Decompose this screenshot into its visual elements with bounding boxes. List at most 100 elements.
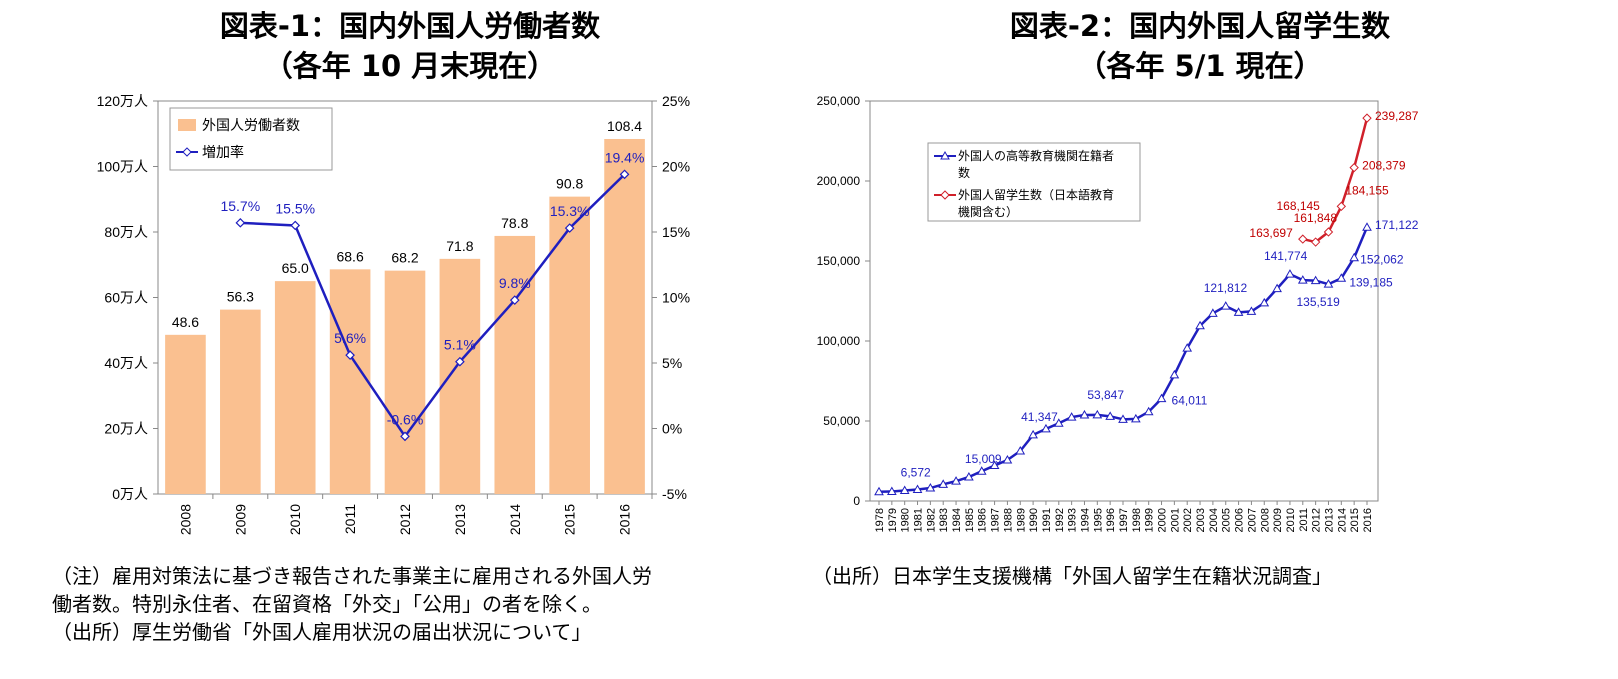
chart2-legend-red-label-1: 外国人留学生数（日本語教育 [958,187,1114,202]
chart2-blue-point [874,486,884,496]
chart2-blue-point [1259,297,1270,307]
chart2-y-tick-label: 50,000 [823,414,860,428]
chart2-blue-point [1092,409,1103,419]
chart2-blue-label: 64,011 [1172,394,1208,408]
chart2-blue-point [886,486,897,496]
chart2-x-tick-label: 1982 [925,508,937,532]
chart2-red-label: 161,848 [1294,211,1338,225]
chart2-blue-point [899,485,910,494]
chart1-rate-point [564,223,575,233]
chart2-blue-label: 152,062 [1360,253,1404,267]
chart1-y2-tick-label: 15% [662,224,690,240]
chart2-blue-point [925,483,936,492]
chart2-blue-point [1028,429,1038,439]
chart2-blue-point [1323,279,1334,288]
chart2-blue-point [964,471,974,481]
chart2-x-tick-label: 1989 [1015,508,1027,532]
chart1-y-tick-label: 60万人 [104,290,148,306]
chart1-bar-label: 68.2 [391,250,418,266]
chart2-blue-point [1182,343,1193,352]
chart2-red-point [1298,234,1308,244]
chart2-x-tick-label: 2000 [1157,508,1169,532]
chart1-x-tick-label: 2008 [177,504,193,535]
chart2-x-tick-label: 2005 [1221,508,1233,532]
chart2-blue-label: 141,774 [1264,249,1308,263]
chart1-note-2: 働者数。特別永住者、在留資格「外交」「公用」の者を除く。 [52,592,602,616]
chart2-y-tick-label: 200,000 [817,174,861,188]
chart2-blue-point [976,466,987,475]
chart2-red-point [1336,201,1347,212]
chart2-blue-label: 139,185 [1349,275,1393,289]
chart1-y2-tick-label: 5% [662,355,682,371]
chart2-red-point [1349,162,1359,173]
chart2-x-tick-label: 1981 [913,508,925,532]
chart2-x-tick-label: 2007 [1246,508,1258,532]
chart2-blue-point [1208,308,1218,317]
chart2-red-label: 168,145 [1276,199,1320,213]
chart1-x-tick-label: 2010 [287,504,303,535]
chart2-blue-point [1130,413,1141,423]
chart2-y-tick-label: 250,000 [817,94,861,108]
chart2-x-tick-label: 1984 [951,508,963,532]
chart2-x-tick-label: 1985 [964,508,976,532]
chart1-rate-label: 5.6% [334,330,366,346]
chart1-legend-bar-label: 外国人労働者数 [202,117,300,133]
chart1-bar [329,269,371,494]
chart1-rate-point [290,220,301,231]
chart2-red-point [1310,237,1321,247]
chart1-x-tick-label: 2009 [232,504,248,535]
chart1-bar-label: 56.3 [227,289,254,305]
chart1-rate-point [235,217,246,228]
chart2-x-tick-label: 1990 [1028,508,1040,532]
chart1-bar-label: 68.6 [336,248,363,264]
chart2-blue-label: 41,347 [1021,410,1058,424]
chart1-y2-tick-label: 25% [662,93,690,109]
chart1-rate-label: 9.8% [499,275,531,291]
chart2-blue-label: 121,812 [1204,281,1248,295]
chart2-legend [927,142,1141,222]
chart2-blue-point [1002,454,1013,464]
chart2-blue-point [1015,445,1026,455]
chart2-blue-point [1041,423,1051,433]
chart2-blue-point [1349,252,1360,262]
chart2-x-tick-label: 1992 [1054,508,1066,532]
chart1-y-tick-label: 0万人 [112,486,148,502]
chart2-x-tick-label: 1986 [977,508,989,532]
chart1-bar [604,138,645,495]
chart1-rate-label: 15.3% [550,203,590,219]
chart2-y-tick-label: 100,000 [817,334,861,348]
chart2-blue-point [1156,393,1167,403]
chart1-bar [549,196,590,494]
chart1-rate-label: 5.1% [444,337,476,353]
chart2-plot-area [869,100,1379,502]
chart1-x-tick-label: 2014 [507,504,523,535]
chart1-bar [384,270,426,494]
chart2-x-tick-label: 1996 [1105,508,1117,532]
chart1-bar [274,281,316,494]
chart2-x-tick-label: 2015 [1349,508,1361,532]
chart1-rate-point [455,356,465,367]
chart1-rate-point [509,295,520,305]
chart1-bar [165,334,206,494]
chart2-blue-point [1079,409,1090,419]
chart2-blue-point [1246,306,1257,315]
chart2-blue-point [989,460,1000,470]
chart2-blue-point [1105,411,1116,420]
chart2-x-tick-label: 2012 [1311,508,1323,532]
chart2-y-tick-label: 0 [853,494,860,508]
chart2-blue-point [1143,406,1154,416]
chart2-x-tick-label: 1999 [1144,508,1156,532]
chart2-legend-blue-label-1: 外国人の高等教育機関在籍者 [958,148,1114,163]
chart2-legend-red-marker [940,190,950,200]
chart2-red-label: 184,155 [1345,183,1389,197]
chart1-rate-point [400,431,410,442]
chart1-note-1: （注）雇用対策法に基づき報告された事業主に雇用される外国人労 [52,564,652,588]
chart1-x-tick-label: 2013 [452,504,468,535]
chart2-x-tick-label: 2016 [1362,508,1374,532]
chart2-x-tick-label: 1994 [1079,508,1091,532]
chart2-blue-point [1336,273,1347,282]
chart1-rate-label: 15.5% [275,200,315,216]
chart2-legend-red-label-2: 機関含む） [958,204,1018,219]
chart1-rate-point [619,169,630,180]
